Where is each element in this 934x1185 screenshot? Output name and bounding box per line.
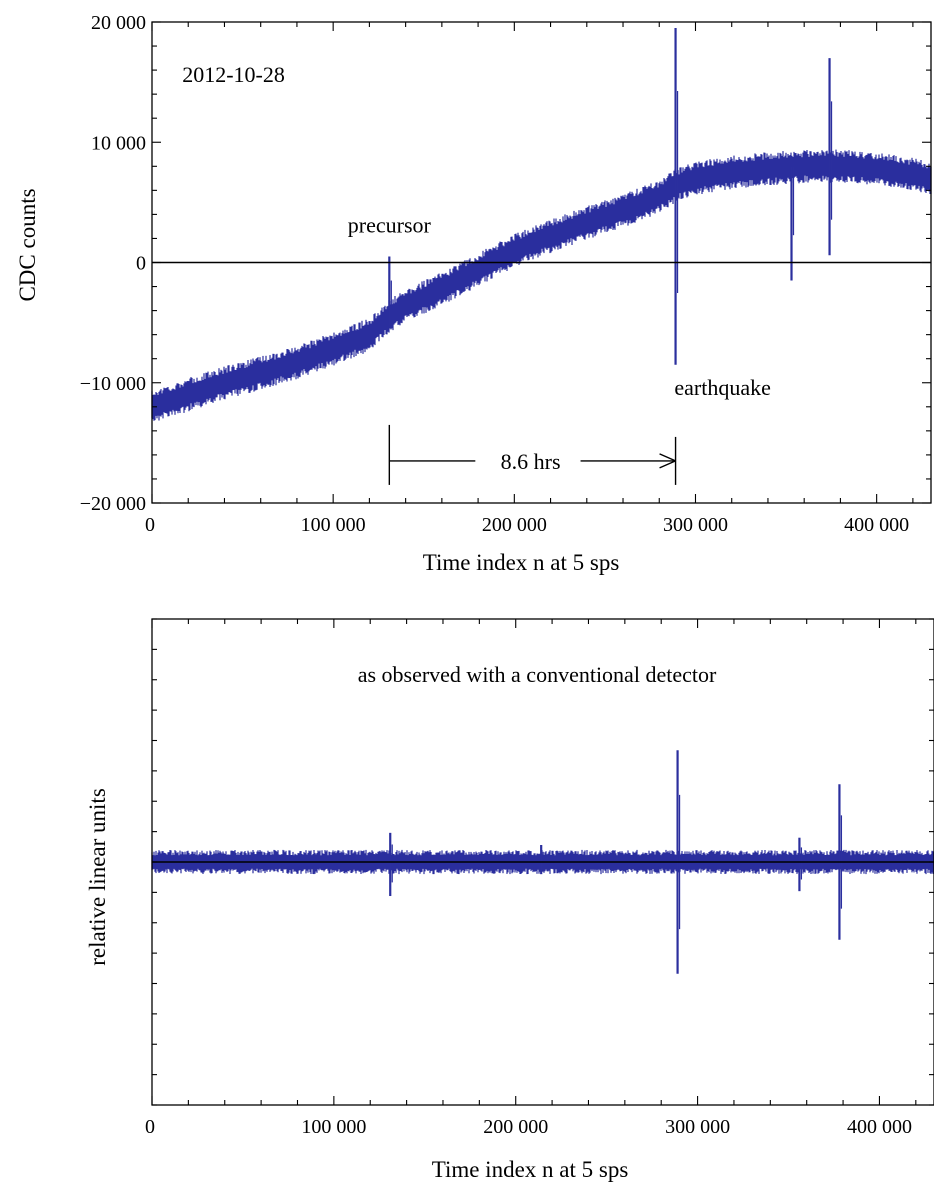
bottom-x-tick-label: 0 bbox=[145, 1116, 155, 1138]
panel-top: 0 100 000 200 000 300 000 400 000 −20 00… bbox=[15, 12, 932, 575]
earthquake-annotation: earthquake bbox=[674, 375, 771, 400]
top-x-tick-label: 0 bbox=[145, 514, 155, 536]
top-x-tick-label: 100 000 bbox=[301, 514, 366, 536]
date-annotation: 2012-10-28 bbox=[182, 62, 285, 87]
top-y-tick-label: −10 000 bbox=[80, 373, 146, 395]
top-y-tick-label: 20 000 bbox=[91, 12, 146, 34]
panel-bottom: 0 100 000 200 000 300 000 400 000 Time i… bbox=[85, 618, 934, 1182]
bottom-x-tick-label: 300 000 bbox=[665, 1116, 730, 1138]
top-trace-series bbox=[151, 28, 932, 421]
bottom-x-tick-labels: 0 100 000 200 000 300 000 400 000 bbox=[145, 1116, 912, 1138]
interval-annotation: 8.6 hrs bbox=[501, 449, 561, 474]
conventional-detector-annotation: as observed with a conventional detector bbox=[358, 662, 717, 687]
top-x-tick-label: 400 000 bbox=[844, 514, 909, 536]
bottom-x-axis-title: Time index n at 5 sps bbox=[432, 1157, 629, 1182]
bottom-x-tick-label: 100 000 bbox=[301, 1116, 366, 1138]
top-x-tick-label: 300 000 bbox=[663, 514, 728, 536]
bottom-x-tick-label: 200 000 bbox=[483, 1116, 548, 1138]
bottom-ticks bbox=[151, 618, 934, 1106]
top-y-axis-title: CDC counts bbox=[15, 188, 40, 301]
top-x-tick-labels: 0 100 000 200 000 300 000 400 000 bbox=[145, 514, 909, 536]
interval-arrow bbox=[388, 424, 677, 485]
interval-arrowhead bbox=[659, 453, 676, 469]
top-ticks bbox=[151, 21, 931, 504]
top-y-tick-label: 0 bbox=[136, 253, 146, 275]
precursor-annotation: precursor bbox=[348, 212, 432, 237]
top-x-axis-title: Time index n at 5 sps bbox=[423, 550, 620, 575]
top-y-tick-label: −20 000 bbox=[80, 493, 146, 515]
top-y-tick-labels: −20 000 −10 000 0 10 000 20 000 bbox=[80, 12, 146, 515]
bottom-x-tick-label: 400 000 bbox=[847, 1116, 912, 1138]
top-y-tick-label: 10 000 bbox=[91, 132, 146, 154]
top-x-tick-label: 200 000 bbox=[482, 514, 547, 536]
bottom-y-axis-title: relative linear units bbox=[85, 788, 110, 966]
